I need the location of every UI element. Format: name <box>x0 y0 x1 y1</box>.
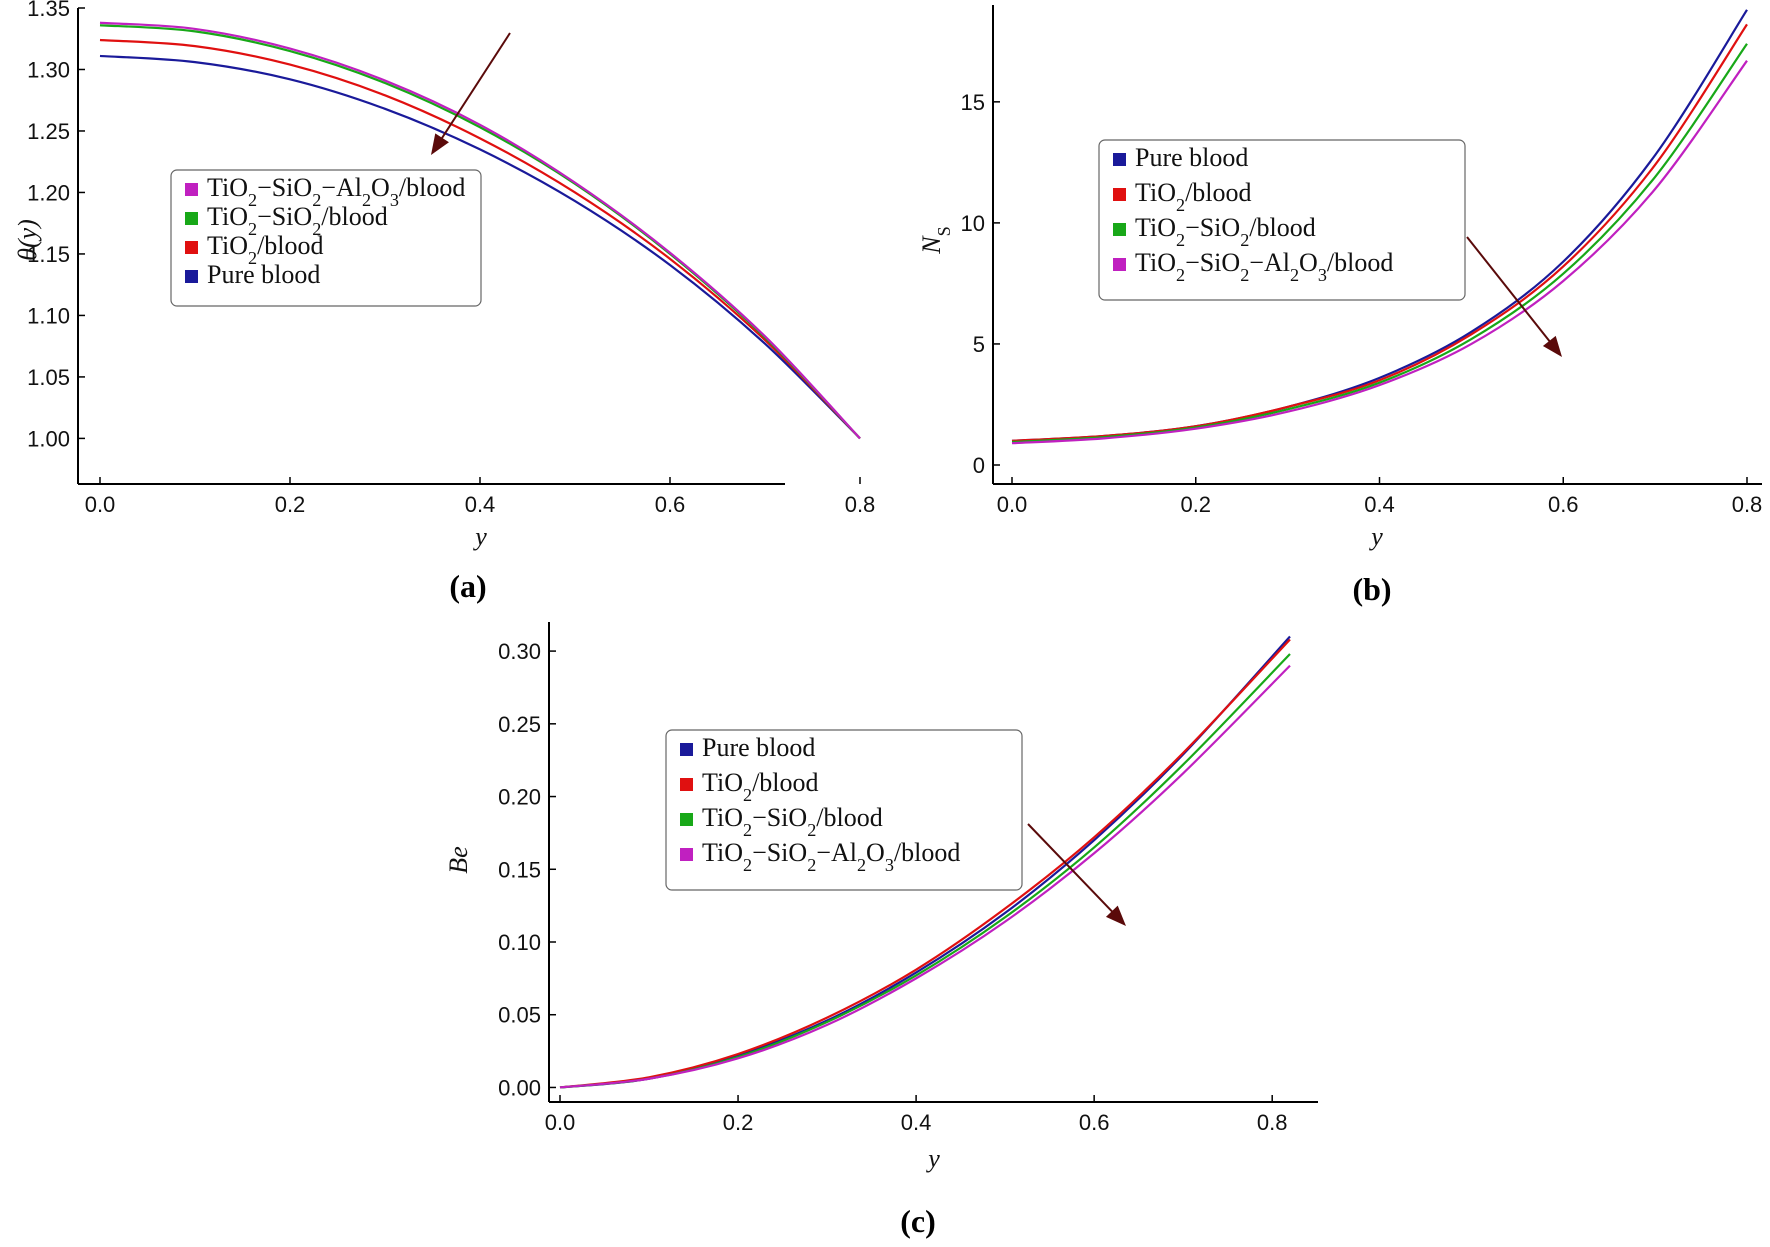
legend-swatch <box>680 848 693 861</box>
y-tick-label: 1.25 <box>27 119 70 144</box>
legend-label: Pure blood <box>1135 143 1248 172</box>
x-tick-label: 0.2 <box>275 492 306 517</box>
panel-label: (b) <box>1352 571 1391 607</box>
legend-label: TiO2/blood <box>207 231 324 268</box>
y-tick-label: 0.05 <box>498 1003 541 1028</box>
legend-label: TiO2−SiO2/blood <box>702 803 883 840</box>
legend-swatch <box>680 813 693 826</box>
y-tick-label: 0.15 <box>498 857 541 882</box>
panel-label: (c) <box>900 1203 936 1239</box>
legend: TiO2−SiO2−Al2O3/bloodTiO2−SiO2/bloodTiO2… <box>170 169 482 307</box>
x-tick-label: 0.6 <box>1079 1110 1110 1135</box>
legend-swatch <box>1113 188 1126 201</box>
x-tick-label: 0.8 <box>1257 1110 1288 1135</box>
series-line <box>559 664 1291 1089</box>
chart-3: 0.0 0.2 0.4 0.6 0.8 0.00 0.05 0.10 0.15 0.20 0.25 0… <box>444 622 1318 1239</box>
legend-swatch <box>1113 258 1126 271</box>
legend-label: TiO2−SiO2/blood <box>1135 213 1316 250</box>
legend-label: TiO2−SiO2−Al2O3/blood <box>1135 248 1393 285</box>
x-tick-label: 0.8 <box>845 492 876 517</box>
legend-swatch <box>680 743 693 756</box>
y-tick-label: 0.25 <box>498 712 541 737</box>
legend-label: TiO2−SiO2−Al2O3/blood <box>702 838 960 875</box>
series-line <box>559 638 1291 1089</box>
series-line <box>1011 43 1748 444</box>
x-axis-label: y <box>472 522 487 551</box>
legend-label: TiO2−SiO2/blood <box>207 202 388 239</box>
legend-box <box>1098 139 1466 301</box>
y-tick-label: 1.00 <box>27 426 70 451</box>
y-tick-label: 1.15 <box>27 242 70 267</box>
x-tick-label: 0.2 <box>1180 492 1211 517</box>
series-line <box>1011 60 1748 445</box>
legend-swatch <box>185 212 198 225</box>
x-tick-label: 0.4 <box>1364 492 1395 517</box>
legend-box <box>170 169 482 307</box>
y-tick-label: 1.10 <box>27 303 70 328</box>
x-tick-label: 0.4 <box>901 1110 932 1135</box>
y-axis-label: Be <box>444 846 473 873</box>
panel-label: (a) <box>449 568 486 604</box>
x-tick-label: 0.8 <box>1732 492 1763 517</box>
x-tick-label: 0.4 <box>465 492 496 517</box>
y-tick-label: 5 <box>973 332 985 357</box>
y-tick-label: 0.30 <box>498 639 541 664</box>
y-tick-label: 1.20 <box>27 180 70 205</box>
legend: Pure blood TiO2/bloodTiO2−SiO2/bloodTiO2−… <box>1098 139 1466 301</box>
trend-arrow <box>435 32 511 148</box>
chart-1: 0.0 0.2 0.4 0.6 0.8 1.00 1.05 1.10 1.15 1.20 1.25 1… <box>13 0 875 604</box>
legend-swatch <box>185 270 198 283</box>
x-tick-label: 0.6 <box>1548 492 1579 517</box>
trend-arrow-head <box>431 133 449 155</box>
x-axis-label: y <box>925 1144 940 1173</box>
x-tick-label: 0.0 <box>545 1110 576 1135</box>
series-line <box>99 38 861 440</box>
legend-box <box>665 729 1023 891</box>
series-line <box>99 54 861 440</box>
trend-arrow <box>1027 823 1120 920</box>
y-axis-label: θ(y) <box>13 219 42 261</box>
trend-arrow <box>1466 236 1557 350</box>
y-tick-label: 0.00 <box>498 1075 541 1100</box>
legend-label: TiO2−SiO2−Al2O3/blood <box>207 173 465 210</box>
series-line <box>99 21 861 440</box>
legend-label: Pure blood <box>702 733 815 762</box>
x-tick-label: 0.0 <box>85 492 116 517</box>
trend-arrow-head <box>1542 335 1562 357</box>
y-tick-label: 15 <box>961 90 985 115</box>
legend-label: TiO2/blood <box>1135 178 1252 215</box>
x-tick-label: 0.0 <box>997 492 1028 517</box>
y-tick-label: 0 <box>973 453 985 478</box>
trend-arrow-head <box>1105 905 1126 926</box>
y-tick-label: 1.30 <box>27 57 70 82</box>
legend-label: TiO2/blood <box>702 768 819 805</box>
legend-swatch <box>1113 153 1126 166</box>
y-tick-label: 1.35 <box>27 0 70 21</box>
x-axis-label: y <box>1368 522 1383 551</box>
chart-2: 0.0 0.2 0.4 0.6 0.8 0 5 10 15 y NS Pure blood TiO2/b… <box>917 5 1762 607</box>
legend-swatch <box>1113 223 1126 236</box>
x-tick-label: 0.2 <box>723 1110 754 1135</box>
y-axis-label: NS <box>917 226 954 254</box>
y-tick-label: 10 <box>961 211 985 236</box>
legend-swatch <box>185 183 198 196</box>
y-tick-label: 0.20 <box>498 785 541 810</box>
legend-swatch <box>185 241 198 254</box>
y-tick-label: 1.05 <box>27 365 70 390</box>
legend: Pure blood TiO2/bloodTiO2−SiO2/bloodTiO2−… <box>665 729 1023 891</box>
x-tick-label: 0.6 <box>655 492 686 517</box>
legend-label: Pure blood <box>207 260 320 289</box>
y-tick-label: 0.10 <box>498 930 541 955</box>
legend-swatch <box>680 778 693 791</box>
